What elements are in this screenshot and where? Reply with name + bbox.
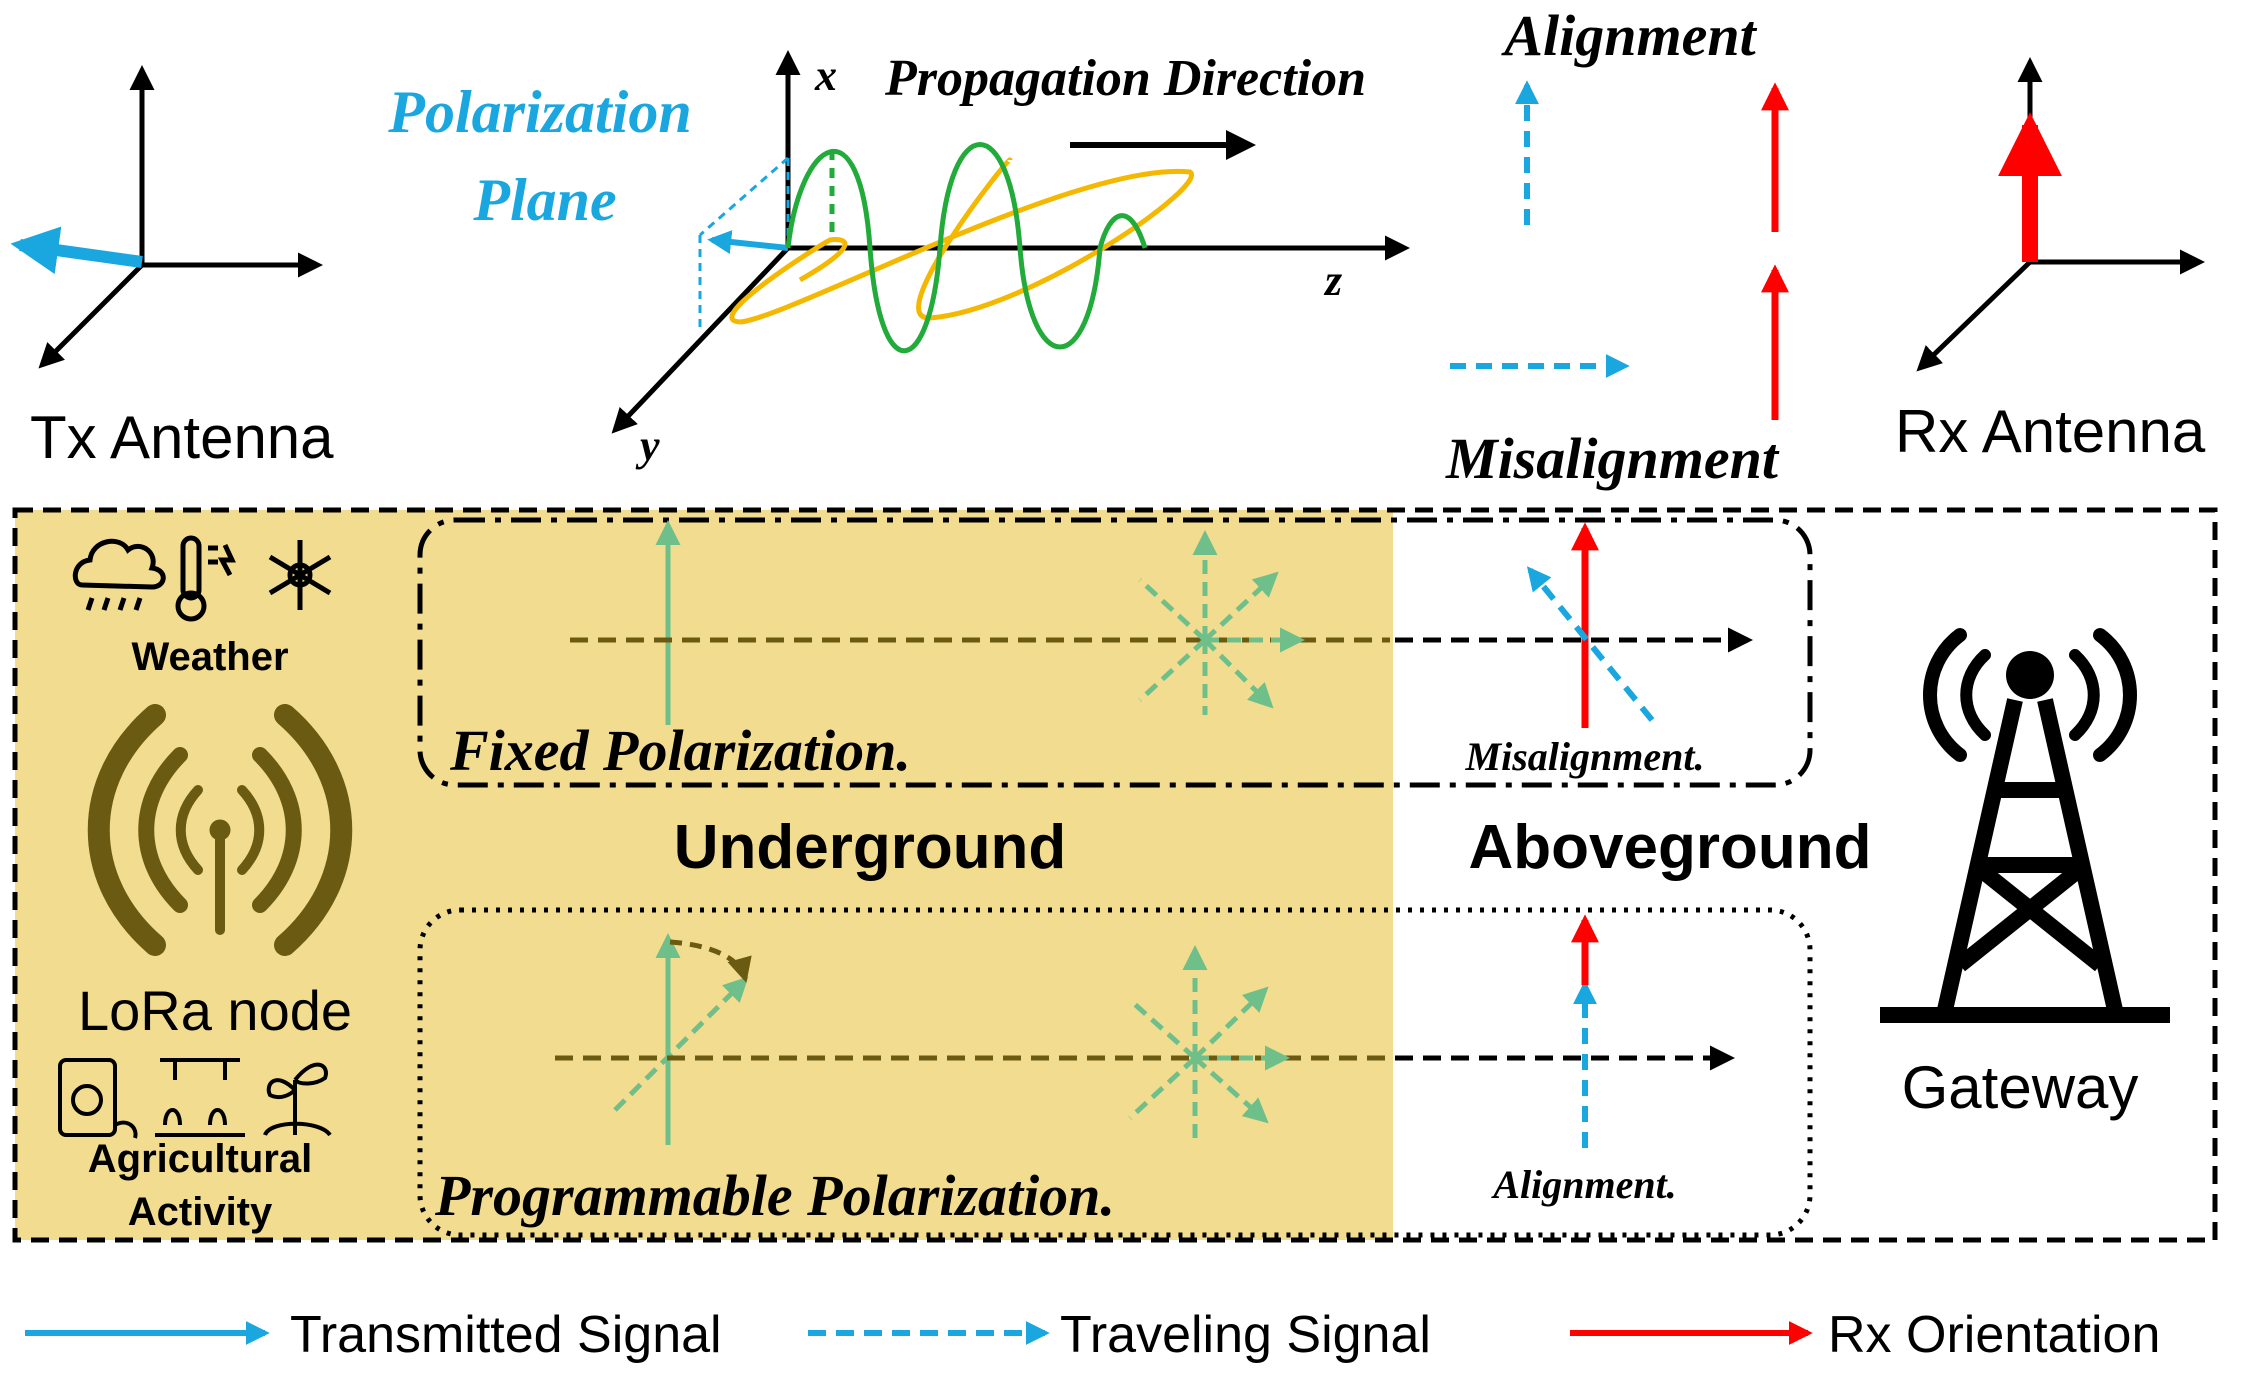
aboveground-label: Aboveground <box>1469 813 1872 882</box>
wave-green <box>785 142 1148 354</box>
alignment-label: Alignment <box>1501 3 1757 68</box>
tx-transmitted-arrow <box>10 226 143 275</box>
sprinkler-icon <box>155 1058 245 1137</box>
gateway-label: Gateway <box>1902 1054 2139 1121</box>
main-panel-border <box>12 507 2218 1243</box>
axis-z-label: z <box>1323 256 1342 305</box>
agricultural-label-1: Agricultural <box>88 1137 312 1181</box>
tx-antenna-label: Tx Antenna <box>30 404 334 471</box>
programmable-scatter-arrows <box>1128 945 1290 1140</box>
weather-label: Weather <box>131 635 288 679</box>
wave-yellow <box>739 157 1195 325</box>
thermometer-icon <box>175 535 236 622</box>
legend-transmitted-label: Transmitted Signal <box>290 1306 722 1364</box>
wave-transmitted-arrow <box>707 230 789 254</box>
propagation-direction-label: Propagation Direction <box>884 50 1366 107</box>
tx-antenna-axes <box>38 65 323 369</box>
underground-region <box>15 510 1393 1240</box>
programmable-rotation-arc <box>669 939 752 983</box>
programmable-rotated-arrow <box>613 976 749 1112</box>
programmable-polarization-label: Programmable Polarization. <box>434 1163 1115 1228</box>
agricultural-icons <box>58 1058 332 1139</box>
polarization-plane-label-2: Plane <box>472 167 616 233</box>
antenna-signal-icon <box>87 704 353 956</box>
fixed-polarization-box <box>417 517 1813 788</box>
misalignment-label: Misalignment <box>1445 426 1780 491</box>
fixed-polarization-label: Fixed Polarization. <box>449 718 911 783</box>
cell-tower-icon <box>1880 628 2170 1023</box>
legend-rx-label: Rx Orientation <box>1828 1306 2160 1364</box>
agricultural-label-2: Activity <box>128 1190 273 1234</box>
misalignment-small-label: Misalignment. <box>1465 734 1705 779</box>
legend-traveling-label: Traveling Signal <box>1060 1306 1431 1364</box>
fixed-scatter-arrows <box>1138 530 1305 715</box>
snowflake-icon <box>268 540 332 610</box>
fertilizer-bag-icon <box>58 1058 138 1139</box>
wave-yellow-start <box>729 237 848 325</box>
plant-icon <box>263 1062 332 1137</box>
fixed-misaligned-signal <box>1526 566 1655 722</box>
axis-y-label: y <box>635 421 660 470</box>
rx-antenna-label: Rx Antenna <box>1895 398 2206 465</box>
alignment-small-label: Alignment. <box>1490 1162 1676 1207</box>
weather-icons <box>72 535 332 622</box>
lora-node-label: LoRa node <box>78 979 352 1042</box>
rx-antenna-axes <box>1916 57 2205 372</box>
polarization-plane-box <box>698 156 790 330</box>
polarization-plane-label-1: Polarization <box>387 79 691 145</box>
underground-label: Underground <box>674 813 1067 882</box>
axis-x-label: x <box>814 51 837 100</box>
rain-cloud-icon <box>72 538 166 611</box>
